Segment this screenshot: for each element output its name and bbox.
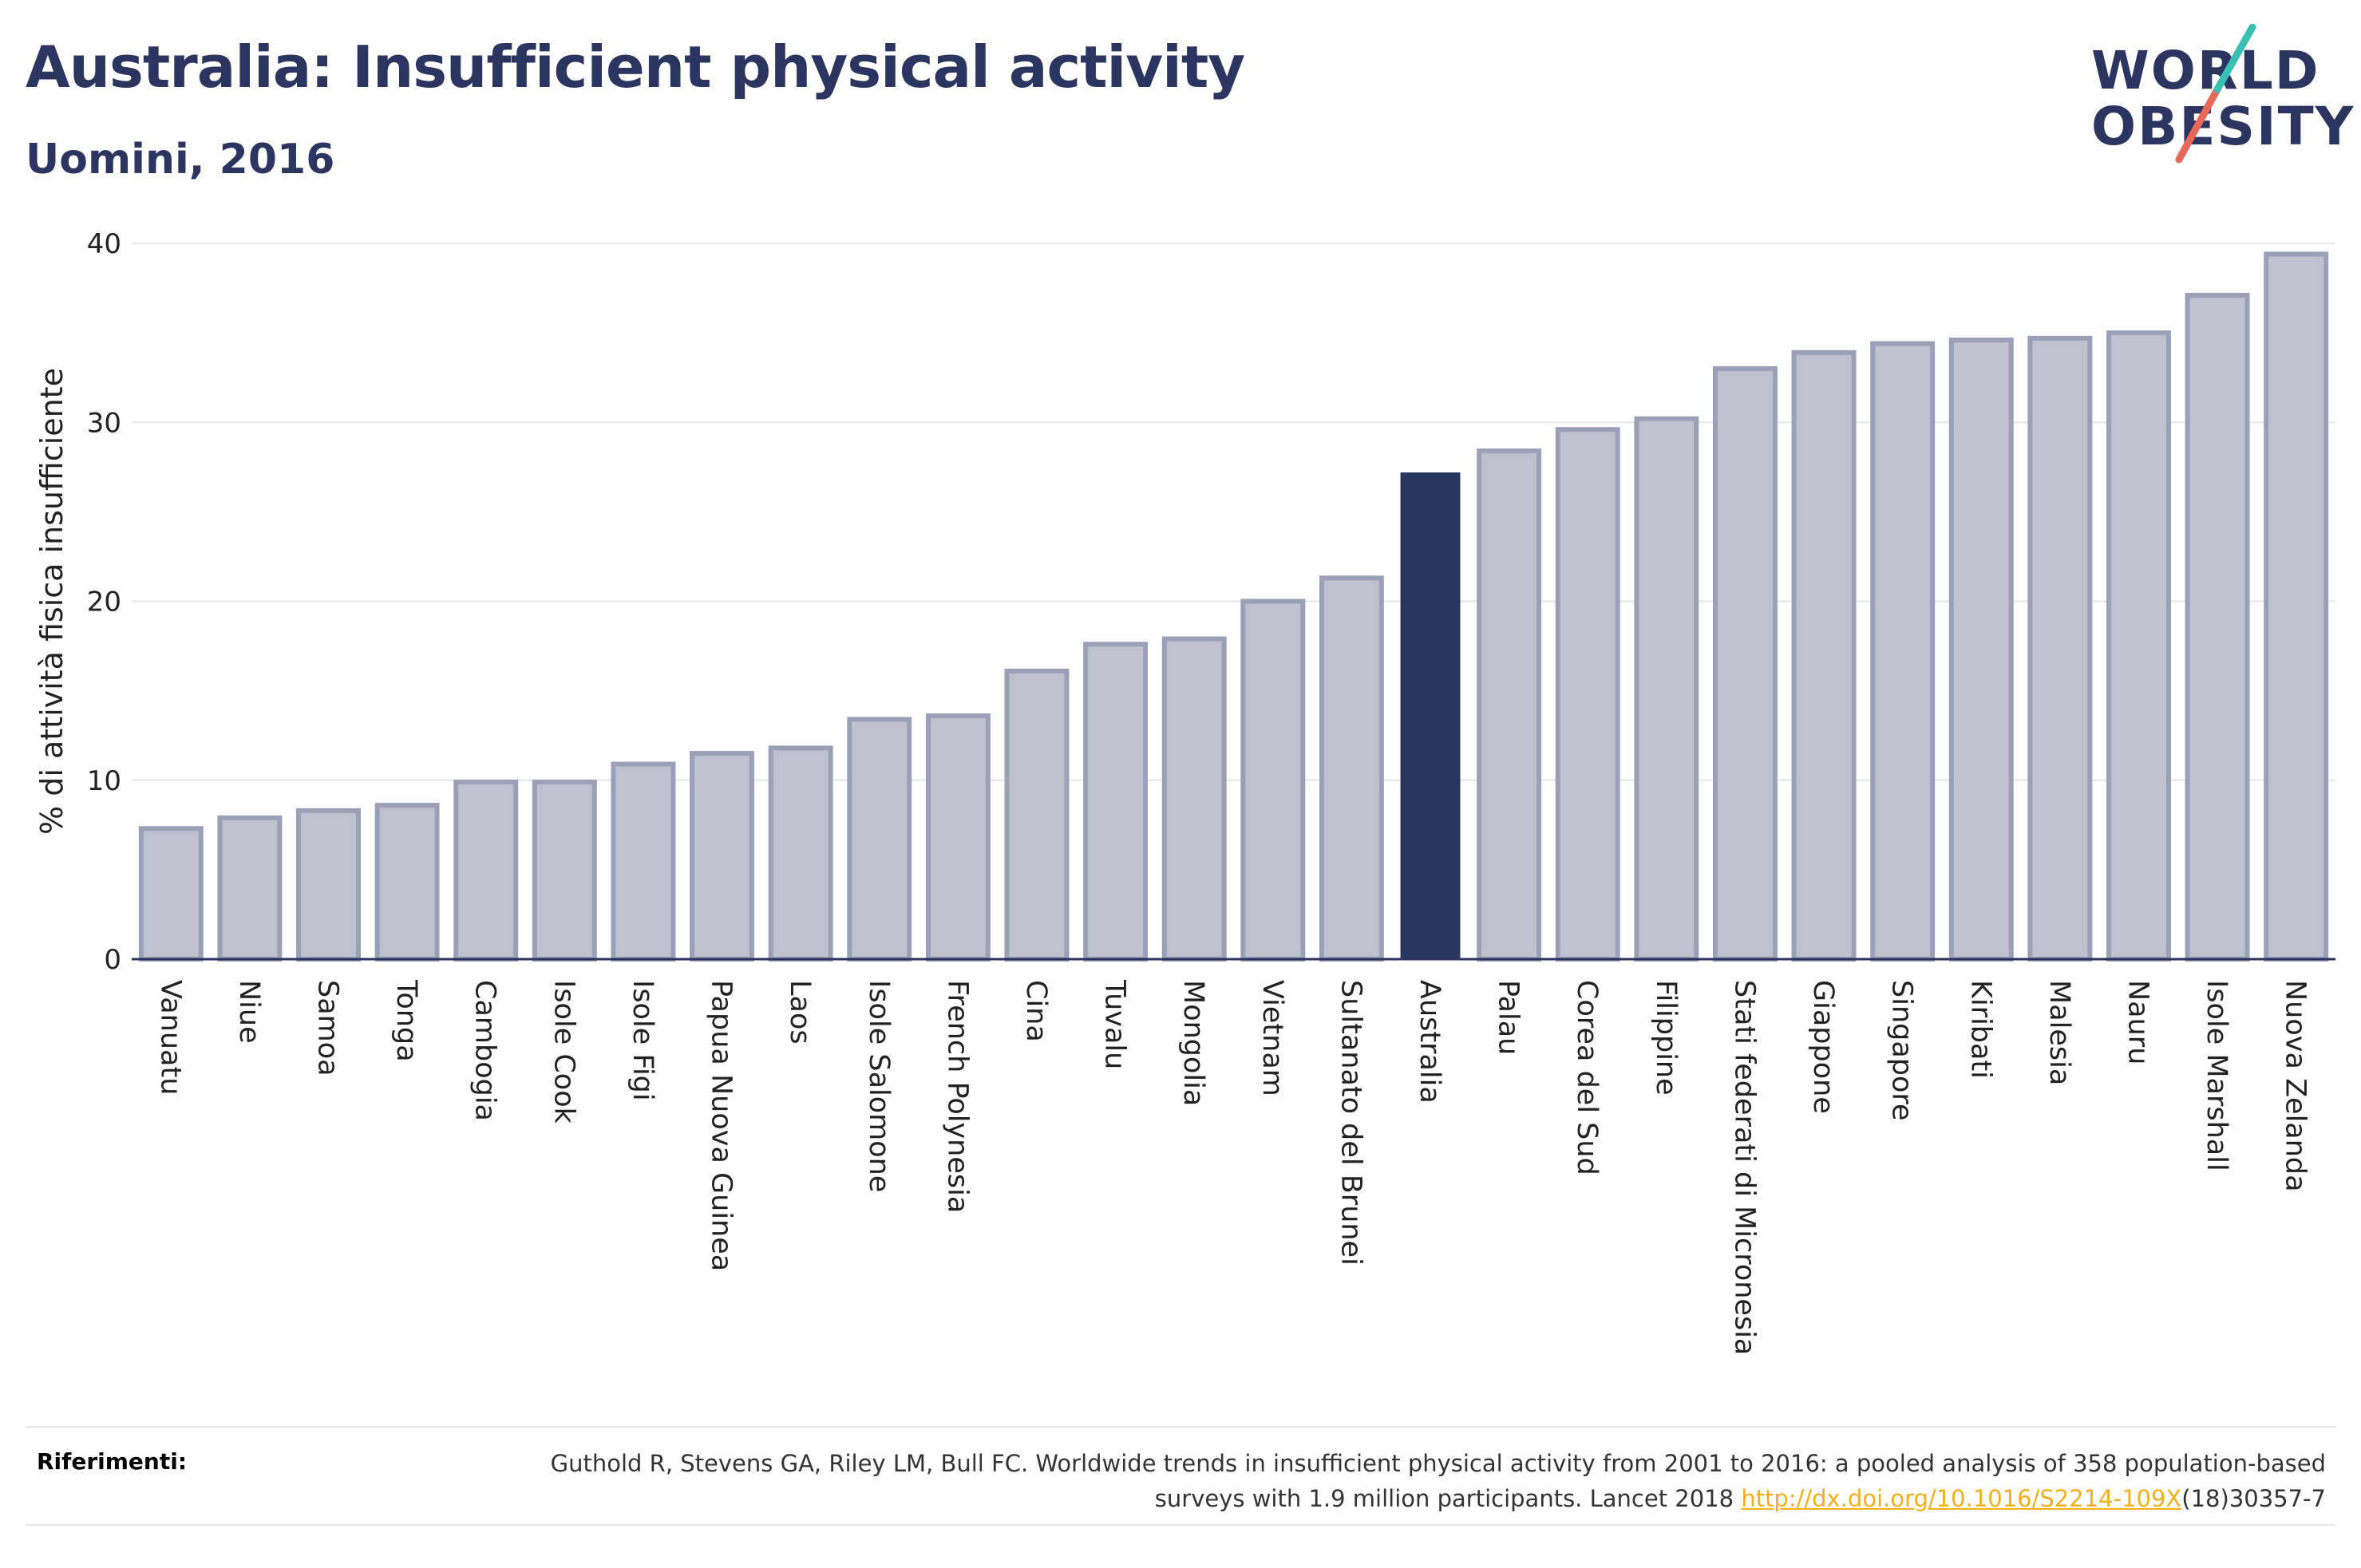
x-tick-label: Papua Nuova Guinea xyxy=(706,980,738,1271)
x-tick-label: Nauru xyxy=(2122,980,2153,1064)
bar xyxy=(2185,293,2250,962)
bar-chart: 0 10 20 30 40 % di attività fisica insufficie… xyxy=(34,228,2335,1355)
x-tick-label: Palau xyxy=(1493,980,1525,1055)
x-tick-label: Isole Figi xyxy=(627,980,658,1101)
x-tick-label: Sultanato del Brunei xyxy=(1335,980,1366,1266)
page-subtitle: Uomini, 2016 xyxy=(26,136,335,184)
x-tick-label: Corea del Sud xyxy=(1571,980,1603,1175)
bar xyxy=(1319,575,1384,962)
logo-slash-icon xyxy=(2175,24,2256,164)
world-obesity-logo: WORLD OBESITY xyxy=(2083,24,2353,168)
bar xyxy=(925,713,991,962)
x-tick-label: Samoa xyxy=(312,980,344,1076)
references-divider-top xyxy=(26,1426,2335,1428)
x-tick-label: Vanuatu xyxy=(154,980,186,1095)
references-citation-suffix: (18)30357-7 xyxy=(2181,1485,2326,1512)
y-tick-label: 10 xyxy=(87,765,121,797)
x-tick-label: Giappone xyxy=(1807,980,1839,1114)
bar xyxy=(2106,330,2171,962)
y-tick-label: 40 xyxy=(87,228,121,260)
bar xyxy=(1161,636,1227,962)
y-tick-label: 30 xyxy=(87,407,121,439)
x-tick-label: Tonga xyxy=(390,979,422,1062)
bar xyxy=(217,815,283,962)
y-axis-label: % di attività fisica insufficiente xyxy=(34,368,69,835)
x-tick-label: Malesia xyxy=(2043,980,2075,1085)
bar xyxy=(1712,365,1778,962)
bar xyxy=(532,779,597,962)
page-title: Australia: Insufficient physical activit… xyxy=(26,34,1245,101)
bar xyxy=(453,779,519,962)
bar xyxy=(847,717,912,962)
x-tick-label: Vietnam xyxy=(1256,980,1288,1096)
x-tick-label: Mongolia xyxy=(1177,980,1209,1106)
x-tick-label: Laos xyxy=(784,980,816,1045)
references-citation: Guthold R, Stevens GA, Riley LM, Bull FC… xyxy=(550,1450,2326,1512)
bar xyxy=(1240,598,1306,962)
references-doi-link[interactable]: http://dx.doi.org/10.1016/S2214-109X xyxy=(1741,1485,2182,1512)
bar xyxy=(2264,251,2329,962)
x-tick-label: Kiribati xyxy=(1964,980,1996,1079)
bar xyxy=(768,745,833,962)
references-divider-bottom xyxy=(26,1524,2335,1526)
bar xyxy=(2027,335,2093,962)
bar xyxy=(1555,427,1620,962)
bar xyxy=(1004,668,1070,962)
x-tick-label: Stati federati di Micronesia xyxy=(1728,980,1760,1355)
x-tick-label: Cambogia xyxy=(469,980,501,1121)
bar xyxy=(1634,416,1699,962)
bar xyxy=(1791,350,1857,962)
references-label: Riferimenti: xyxy=(37,1448,188,1475)
x-tick-label: Cina xyxy=(1020,980,1052,1042)
x-tick-label: Isole Marshall xyxy=(2201,980,2232,1171)
bar xyxy=(1477,448,1542,962)
bar xyxy=(1083,642,1149,962)
bar xyxy=(690,751,755,962)
x-tick-label: Isole Cook xyxy=(548,980,579,1124)
bar xyxy=(374,803,440,962)
x-tick-label: Filippine xyxy=(1650,980,1682,1096)
bar xyxy=(1870,341,1936,962)
bar xyxy=(296,808,361,962)
references-text: Guthold R, Stevens GA, Riley LM, Bull FC… xyxy=(490,1446,2326,1516)
x-tick-label: Nuova Zelanda xyxy=(2280,980,2312,1192)
x-tick-label: Singapore xyxy=(1886,980,1918,1121)
bar xyxy=(611,761,676,962)
x-tick-label: French Polynesia xyxy=(941,980,973,1213)
y-tick-label: 20 xyxy=(87,587,121,618)
bar xyxy=(138,826,204,962)
bar xyxy=(1948,338,2014,962)
x-tick-label: Australia xyxy=(1414,980,1445,1104)
logo-text-line1: WORLD xyxy=(2091,40,2320,101)
x-tick-label: Niue xyxy=(233,980,265,1044)
x-tick-label: Isole Salomone xyxy=(863,980,895,1192)
logo-text-line2: OBESITY xyxy=(2091,96,2355,157)
bar-highlight xyxy=(1400,472,1461,959)
x-tick-label: Tuvalu xyxy=(1099,979,1131,1069)
y-tick-label: 0 xyxy=(104,944,121,976)
